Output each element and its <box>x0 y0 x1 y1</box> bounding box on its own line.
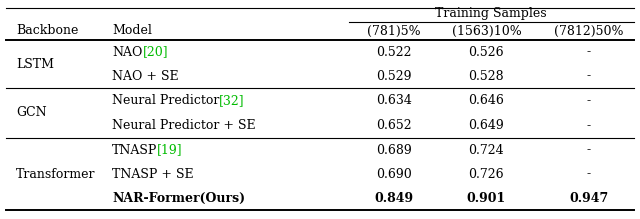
Text: 0.522: 0.522 <box>376 46 412 58</box>
Text: NAO + SE: NAO + SE <box>112 69 179 83</box>
Text: 0.726: 0.726 <box>468 168 504 180</box>
Text: Transformer: Transformer <box>16 168 95 180</box>
Text: 0.646: 0.646 <box>468 94 504 107</box>
Text: 0.724: 0.724 <box>468 143 504 157</box>
Text: 0.652: 0.652 <box>376 119 412 132</box>
Text: -: - <box>587 69 591 83</box>
Text: -: - <box>587 168 591 180</box>
Text: (781)5%: (781)5% <box>367 25 420 37</box>
Text: LSTM: LSTM <box>16 58 54 71</box>
Text: Neural Predictor: Neural Predictor <box>112 94 220 107</box>
Text: 0.528: 0.528 <box>468 69 504 83</box>
Text: Neural Predictor + SE: Neural Predictor + SE <box>112 119 255 132</box>
Text: -: - <box>587 46 591 58</box>
Text: NAR-Former(Ours): NAR-Former(Ours) <box>112 191 245 205</box>
Text: 0.634: 0.634 <box>376 94 412 107</box>
Text: 0.690: 0.690 <box>376 168 412 180</box>
Text: [20]: [20] <box>142 46 168 58</box>
Text: 0.689: 0.689 <box>376 143 412 157</box>
Text: 0.526: 0.526 <box>468 46 504 58</box>
Text: (1563)10%: (1563)10% <box>452 25 521 37</box>
Text: [32]: [32] <box>220 94 245 107</box>
Text: 0.901: 0.901 <box>467 191 506 205</box>
Text: (7812)50%: (7812)50% <box>554 25 623 37</box>
Text: 0.529: 0.529 <box>376 69 412 83</box>
Text: Model: Model <box>112 25 152 37</box>
Text: Training Samples: Training Samples <box>435 7 547 21</box>
Text: 0.947: 0.947 <box>569 191 609 205</box>
Text: Backbone: Backbone <box>16 25 78 37</box>
Text: 0.649: 0.649 <box>468 119 504 132</box>
Text: 0.849: 0.849 <box>374 191 413 205</box>
Text: -: - <box>587 94 591 107</box>
Text: TNASP: TNASP <box>112 143 157 157</box>
Text: -: - <box>587 119 591 132</box>
Text: GCN: GCN <box>16 106 47 120</box>
Text: [19]: [19] <box>157 143 183 157</box>
Text: TNASP + SE: TNASP + SE <box>112 168 194 180</box>
Text: NAO: NAO <box>112 46 142 58</box>
Text: -: - <box>587 143 591 157</box>
